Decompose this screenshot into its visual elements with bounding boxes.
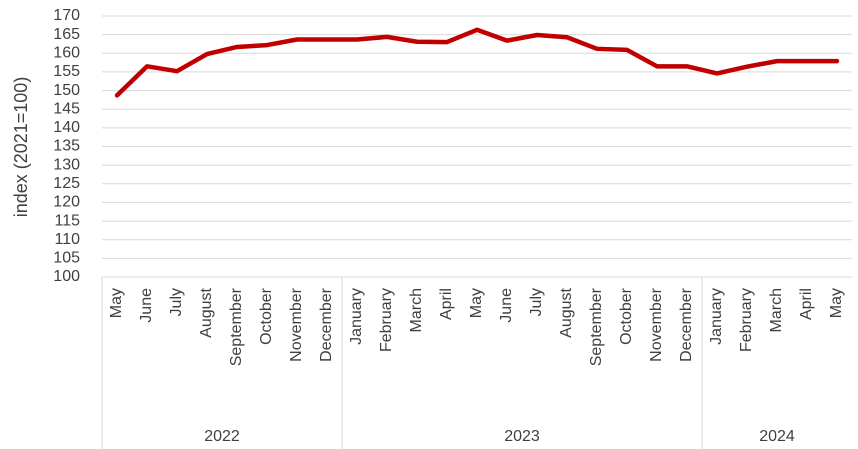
- y-tick-label: 155: [53, 63, 80, 80]
- y-tick-label: 100: [53, 268, 80, 285]
- y-tick-label: 145: [53, 100, 80, 117]
- x-tick-label: November: [288, 287, 305, 361]
- x-tick-label: August: [558, 287, 575, 337]
- x-tick-label: January: [708, 288, 725, 345]
- x-tick-label: November: [648, 287, 665, 361]
- data-line: [114, 27, 840, 98]
- y-tick-label: 125: [53, 175, 80, 192]
- x-tick-label: September: [588, 287, 605, 366]
- group-label: 2022: [204, 428, 240, 445]
- x-tick-label: August: [198, 287, 215, 337]
- y-tick-label: 115: [54, 212, 80, 229]
- y-tick-label: 140: [53, 119, 80, 136]
- x-tick-label: September: [228, 287, 245, 366]
- x-tick-label: December: [678, 287, 695, 361]
- y-tick-label: 110: [54, 231, 80, 248]
- y-tick-label: 165: [53, 26, 80, 43]
- y-tick-label: 150: [53, 82, 80, 99]
- group-label: 2023: [504, 428, 540, 445]
- x-tick-label: March: [768, 288, 785, 332]
- y-axis-title: index (2021=100): [11, 77, 31, 218]
- x-tick-label: October: [618, 287, 635, 345]
- x-tick-label: May: [108, 288, 125, 318]
- x-tick-label: April: [438, 288, 455, 320]
- x-tick-label: February: [378, 288, 395, 352]
- y-tick-label: 120: [53, 194, 80, 211]
- x-tick-label: December: [318, 287, 335, 361]
- x-tick-label: April: [798, 288, 815, 320]
- x-tick-label: July: [528, 288, 545, 316]
- x-tick-label: June: [138, 288, 155, 323]
- x-tick-label: January: [348, 288, 365, 345]
- x-tick-label: October: [258, 287, 275, 345]
- x-tick-label: May: [828, 288, 845, 318]
- y-tick-label: 135: [53, 138, 80, 155]
- group-label: 2024: [759, 428, 795, 445]
- y-tick-label: 160: [53, 45, 80, 62]
- y-tick-label: 170: [53, 7, 80, 24]
- x-tick-label: May: [468, 288, 485, 318]
- y-tick-label: 130: [53, 156, 80, 173]
- y-tick-label: 105: [53, 250, 80, 267]
- x-tick-label: February: [738, 288, 755, 352]
- x-tick-label: June: [498, 288, 515, 323]
- x-tick-label: July: [168, 288, 185, 316]
- x-tick-label: March: [408, 288, 425, 332]
